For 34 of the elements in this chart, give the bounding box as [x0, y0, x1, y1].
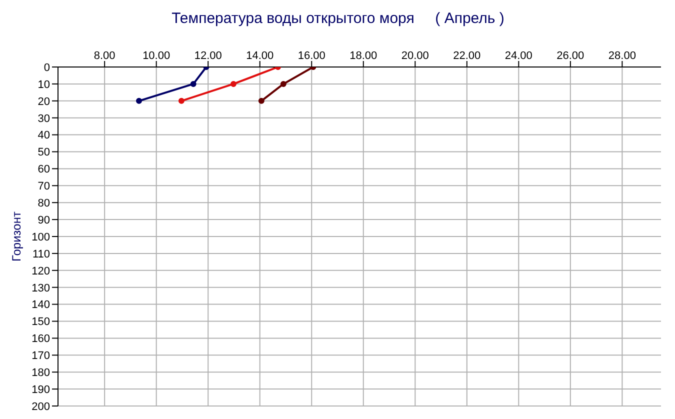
- x-tick-label: 10.00: [142, 50, 170, 62]
- x-tick-label: 20.00: [401, 50, 429, 62]
- x-tick-label: 26.00: [556, 50, 584, 62]
- y-tick-label: 100: [32, 231, 50, 244]
- x-tick-label: 8.00: [94, 50, 116, 62]
- x-tick-label: 24.00: [504, 50, 532, 62]
- x-tick-label: 18.00: [350, 50, 378, 62]
- y-tick-label: 200: [32, 400, 50, 413]
- y-tick-label: 0: [44, 62, 50, 74]
- y-tick-label: 60: [38, 164, 50, 176]
- y-tick-label: 20: [38, 96, 50, 108]
- y-tick-label: 130: [32, 282, 50, 294]
- y-tick-label: 160: [32, 333, 50, 346]
- x-tick-label: 28.00: [608, 50, 636, 62]
- y-tick-label: 10: [38, 78, 50, 91]
- x-tick-label: 16.00: [298, 50, 326, 62]
- y-tick-label: 30: [38, 112, 50, 125]
- y-tick-label: 190: [32, 384, 50, 396]
- x-tick-label: 14.00: [246, 50, 274, 62]
- y-tick-label: 80: [38, 198, 50, 210]
- chart-title: Температура воды открытого моря ( Апрель ): [170, 10, 506, 27]
- y-tick-label: 40: [38, 130, 50, 142]
- y-tick-label: 90: [38, 214, 50, 226]
- y-tick-label: 140: [32, 299, 50, 312]
- x-tick-label: 12.00: [194, 50, 222, 62]
- y-tick-label: 120: [32, 265, 50, 278]
- y-axis-title: Горизонт: [9, 211, 24, 262]
- x-tick-label: 22.00: [453, 50, 481, 62]
- y-tick-label: 70: [38, 180, 50, 193]
- y-tick-label: 180: [32, 367, 50, 380]
- y-tick-label: 170: [32, 350, 50, 362]
- y-tick-label: 150: [32, 316, 50, 328]
- y-tick-label: 50: [38, 146, 50, 159]
- y-tick-label: 110: [32, 248, 50, 260]
